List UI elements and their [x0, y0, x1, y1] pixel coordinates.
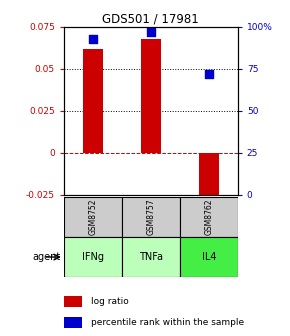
Bar [64, 296, 82, 307]
Title: GDS501 / 17981: GDS501 / 17981 [102, 13, 199, 26]
Text: log ratio: log ratio [91, 297, 129, 306]
Text: agent: agent [33, 252, 61, 262]
Text: TNFa: TNFa [139, 252, 163, 262]
Point [90, 36, 95, 41]
Point [148, 29, 153, 35]
Text: GSM8762: GSM8762 [204, 199, 213, 235]
Bar [122, 197, 180, 237]
Text: GSM8752: GSM8752 [88, 199, 97, 235]
Text: IL4: IL4 [202, 252, 216, 262]
Bar [64, 197, 122, 237]
Bar [122, 237, 180, 277]
Bar [64, 317, 82, 328]
Bar [83, 49, 103, 153]
Bar [141, 39, 161, 153]
Point [206, 71, 211, 77]
Text: GSM8757: GSM8757 [146, 198, 155, 235]
Bar [199, 153, 219, 203]
Text: IFNg: IFNg [82, 252, 104, 262]
Bar [64, 237, 122, 277]
Text: percentile rank within the sample: percentile rank within the sample [91, 318, 244, 327]
Bar [180, 197, 238, 237]
Bar [180, 237, 238, 277]
